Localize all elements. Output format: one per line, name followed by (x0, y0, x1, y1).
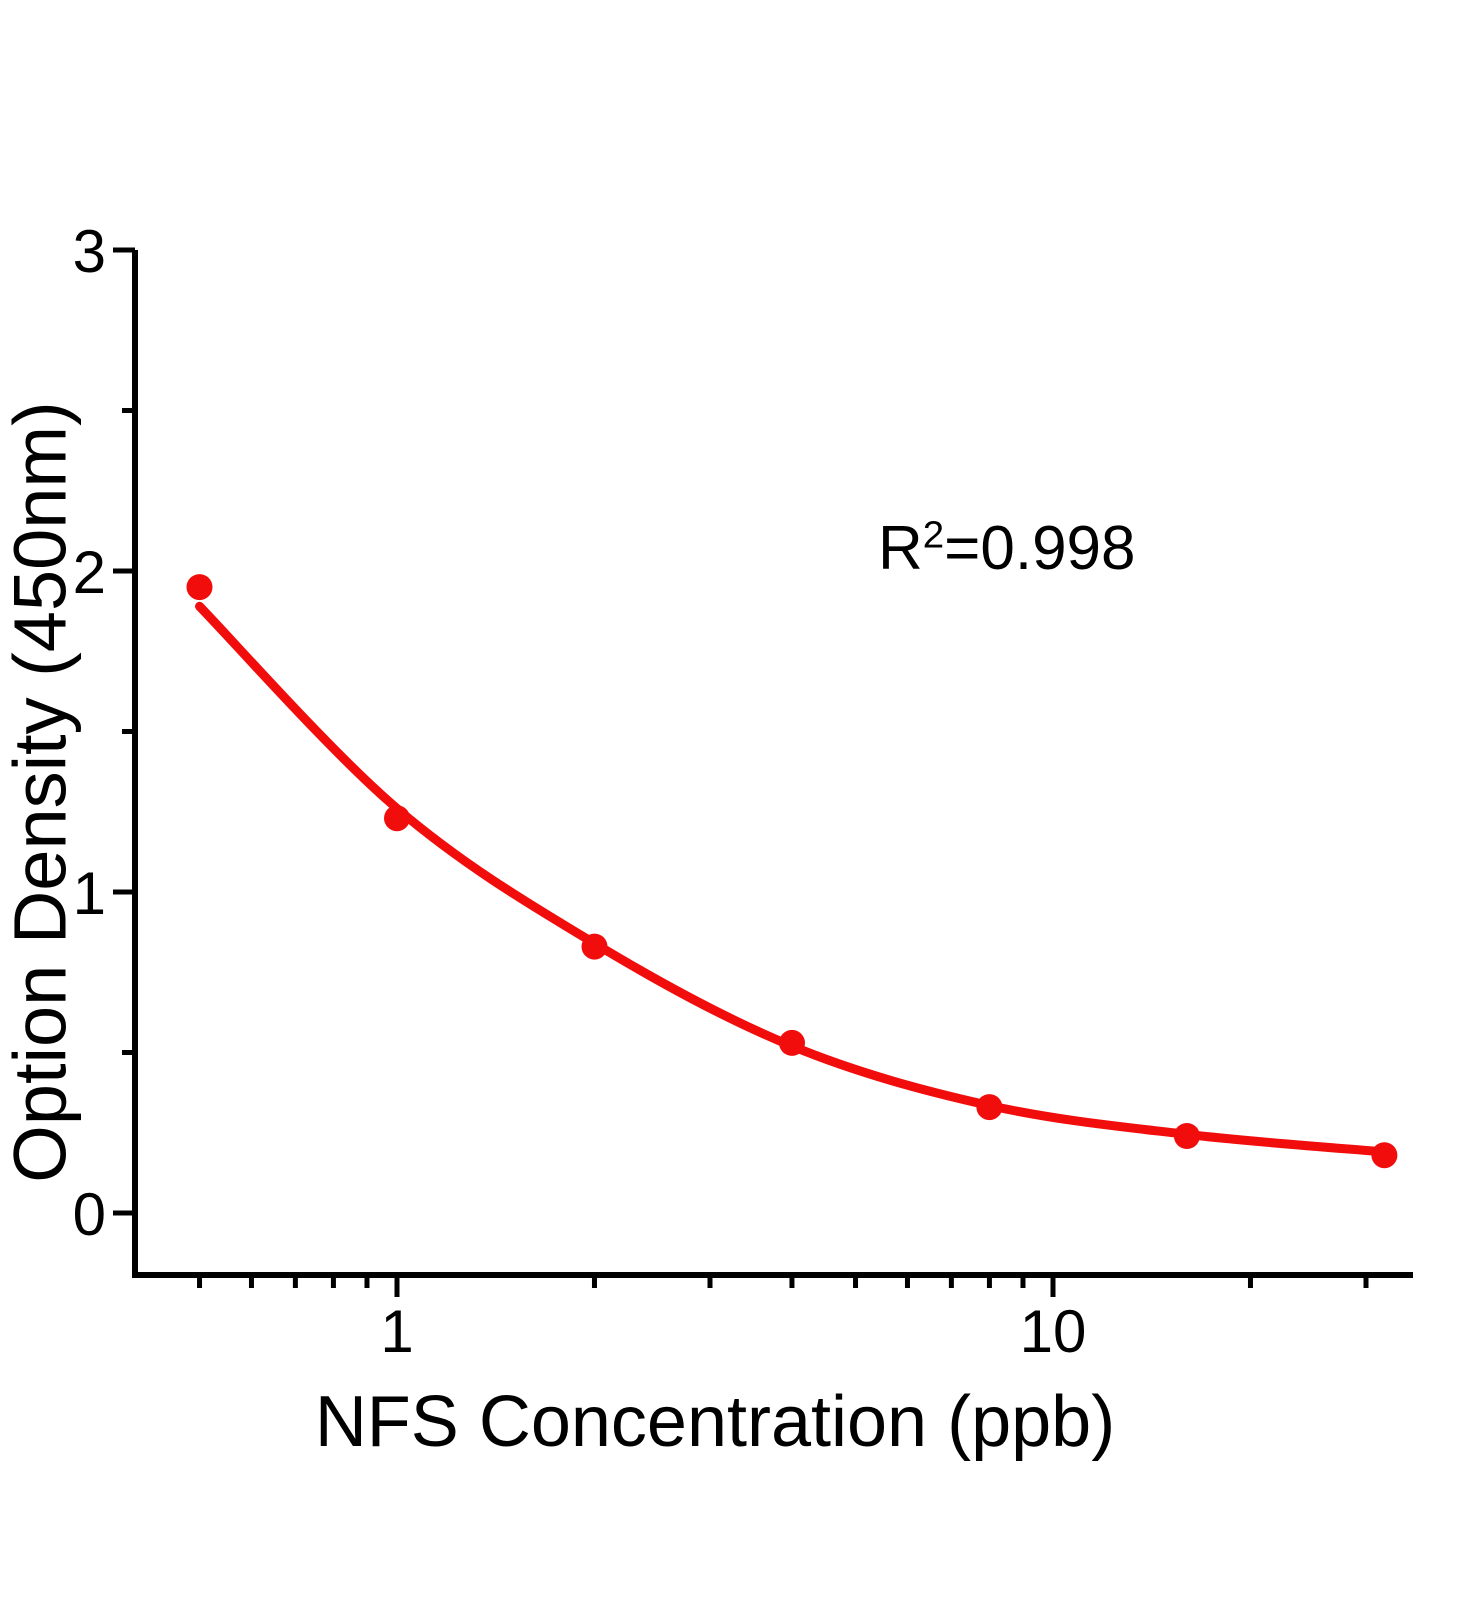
y-axis-title: Option Density (450nm) (0, 401, 82, 1183)
data-point (186, 574, 213, 601)
r-squared-superscript: 2 (922, 513, 945, 557)
x-axis-title: NFS Concentration (ppb) (314, 1382, 1116, 1462)
axes-frame (132, 250, 1413, 1278)
data-point (976, 1094, 1003, 1121)
data-point (581, 933, 608, 960)
fit-curve (195, 601, 1389, 1157)
data-point (384, 805, 410, 832)
data-point (779, 1029, 805, 1056)
x-tick-label: 10 (1020, 1298, 1087, 1365)
y-tick-label: 2 (73, 539, 106, 606)
y-tick-label: 3 (73, 218, 106, 285)
data-point (1173, 1123, 1200, 1149)
r-squared-value: =0.998 (944, 514, 1136, 583)
r-squared-annotation: R2=0.998 (878, 513, 1136, 584)
y-tick-label: 1 (73, 860, 106, 927)
r-squared-base: R (878, 514, 923, 583)
data-point (1371, 1142, 1398, 1169)
y-tick-label: 0 (73, 1181, 106, 1248)
x-tick-label: 1 (380, 1298, 413, 1365)
